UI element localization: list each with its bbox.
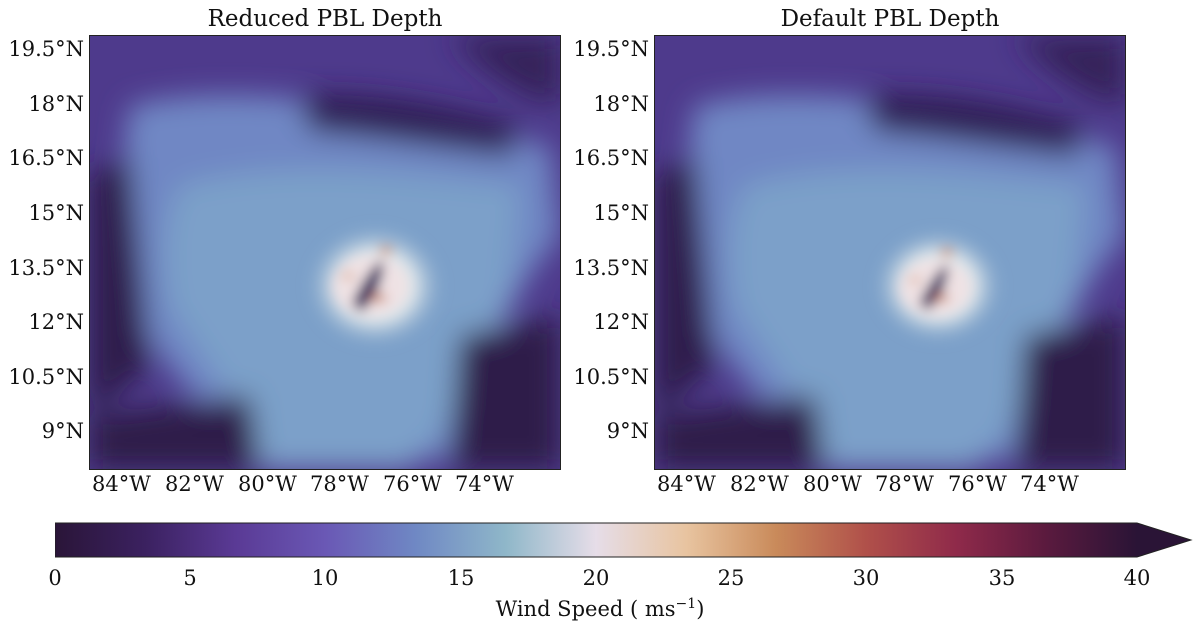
lat-tick-left-4: 13.5°N <box>8 256 84 280</box>
colorbar-label-exponent: −1 <box>675 596 697 612</box>
lat-tick-right-4: 13.5°N <box>573 256 649 280</box>
lon-tick-left-3: 78°W <box>310 472 369 496</box>
colorbar-tick-0: 0 <box>48 566 62 590</box>
lat-tick-right-1: 18°N <box>593 92 649 116</box>
colorbar-tick-1: 5 <box>183 566 197 590</box>
lat-tick-left-6: 10.5°N <box>8 365 84 389</box>
lon-tick-right-2: 80°W <box>803 472 862 496</box>
lat-tick-left-1: 18°N <box>28 92 84 116</box>
colorbar-tick-6: 30 <box>852 566 880 590</box>
colorbar-body <box>55 523 1137 557</box>
colorbar-tick-5: 25 <box>717 566 745 590</box>
lon-tick-right-1: 82°W <box>730 472 789 496</box>
lat-tick-right-5: 12°N <box>593 310 649 334</box>
colorbar-label-close: ) <box>696 597 705 621</box>
lat-tick-left-0: 19.5°N <box>8 37 84 61</box>
colorbar-tick-7: 35 <box>988 566 1016 590</box>
panel-title-right: Default PBL Depth <box>780 6 1000 32</box>
lat-tick-right-6: 10.5°N <box>573 365 649 389</box>
lon-tick-left-2: 80°W <box>238 472 297 496</box>
lon-tick-right-3: 78°W <box>875 472 934 496</box>
colorbar-label: Wind Speed ( ms−1) <box>0 596 1200 621</box>
wind-speed-map-default <box>654 35 1126 470</box>
wind-field-svg-left <box>90 36 560 469</box>
wind-field-svg-right <box>655 36 1125 469</box>
lon-tick-right-5: 74°W <box>1020 472 1079 496</box>
lon-tick-left-4: 76°W <box>383 472 442 496</box>
panel-title-left: Reduced PBL Depth <box>207 6 443 32</box>
colorbar-tick-3: 15 <box>447 566 475 590</box>
colorbar-tick-4: 20 <box>582 566 610 590</box>
lat-tick-left-7: 9°N <box>41 419 84 443</box>
lat-tick-right-0: 19.5°N <box>573 37 649 61</box>
colorbar-extend-arrow <box>1137 523 1191 557</box>
lat-tick-left-3: 15°N <box>28 201 84 225</box>
lat-tick-right-7: 9°N <box>606 419 649 443</box>
colorbar-label-text: Wind Speed ( ms <box>495 597 676 621</box>
colorbar <box>55 522 1193 558</box>
lon-tick-left-5: 74°W <box>455 472 514 496</box>
lat-tick-right-2: 16.5°N <box>573 146 649 170</box>
lat-tick-right-3: 15°N <box>593 201 649 225</box>
lon-tick-right-0: 84°W <box>657 472 716 496</box>
colorbar-outline <box>55 522 1193 558</box>
colorbar-tick-8: 40 <box>1123 566 1151 590</box>
lat-tick-left-2: 16.5°N <box>8 146 84 170</box>
lat-tick-left-5: 12°N <box>28 310 84 334</box>
lon-tick-left-0: 84°W <box>92 472 151 496</box>
colorbar-tick-2: 10 <box>311 566 339 590</box>
wind-speed-map-reduced <box>89 35 561 470</box>
lon-tick-right-4: 76°W <box>948 472 1007 496</box>
lon-tick-left-1: 82°W <box>165 472 224 496</box>
